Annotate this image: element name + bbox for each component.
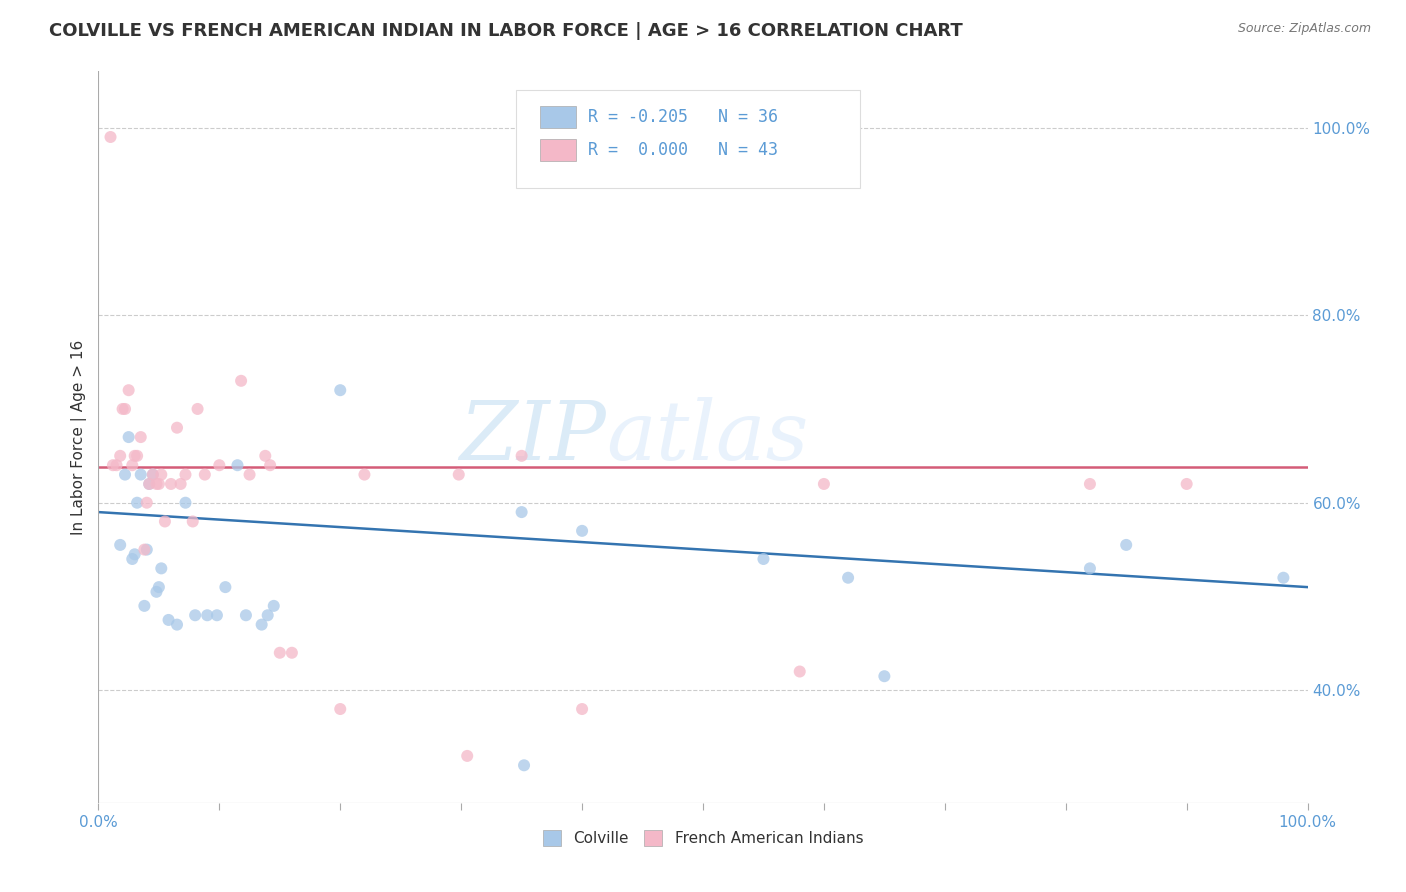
Point	[1115, 538, 1137, 552]
Point	[174, 496, 197, 510]
Text: R = -0.205   N = 36: R = -0.205 N = 36	[588, 108, 778, 126]
FancyBboxPatch shape	[540, 106, 576, 128]
Point	[510, 449, 533, 463]
Text: R =  0.000   N = 43: R = 0.000 N = 43	[588, 141, 778, 160]
Point	[510, 505, 533, 519]
Text: atlas: atlas	[606, 397, 808, 477]
Point	[235, 608, 257, 623]
Point	[100, 130, 122, 145]
Point	[329, 383, 352, 397]
Point	[169, 477, 191, 491]
Point	[184, 608, 207, 623]
Point	[124, 547, 146, 561]
Point	[121, 552, 143, 566]
FancyBboxPatch shape	[540, 139, 576, 161]
Point	[148, 580, 170, 594]
Point	[208, 458, 231, 473]
Point	[134, 599, 156, 613]
Point	[256, 608, 278, 623]
Point	[1272, 571, 1295, 585]
Point	[250, 617, 273, 632]
Point	[263, 599, 285, 613]
Point	[269, 646, 291, 660]
Point	[281, 646, 304, 660]
Point	[150, 467, 173, 482]
Point	[111, 401, 134, 416]
Point	[108, 449, 131, 463]
Text: Source: ZipAtlas.com: Source: ZipAtlas.com	[1237, 22, 1371, 36]
Point	[138, 477, 160, 491]
Point	[148, 477, 170, 491]
Point	[456, 748, 478, 763]
Point	[142, 467, 165, 482]
Point	[752, 552, 775, 566]
Point	[513, 758, 536, 772]
Point	[259, 458, 281, 473]
Point	[1078, 477, 1101, 491]
Point	[789, 665, 811, 679]
Point	[571, 702, 593, 716]
Point	[174, 467, 197, 482]
Point	[127, 449, 149, 463]
Point	[205, 608, 228, 623]
Point	[254, 449, 277, 463]
Point	[194, 467, 217, 482]
Point	[226, 458, 249, 473]
FancyBboxPatch shape	[516, 90, 860, 188]
Point	[229, 374, 252, 388]
Point	[873, 669, 896, 683]
Point	[121, 458, 143, 473]
Legend: Colville, French American Indians: Colville, French American Indians	[536, 822, 870, 854]
Point	[1078, 561, 1101, 575]
Point	[181, 515, 204, 529]
Point	[114, 467, 136, 482]
Point	[118, 383, 141, 397]
Y-axis label: In Labor Force | Age > 16: In Labor Force | Age > 16	[72, 340, 87, 534]
Point	[329, 702, 352, 716]
Point	[101, 458, 124, 473]
Point	[105, 458, 128, 473]
Point	[118, 430, 141, 444]
Point	[153, 515, 176, 529]
Text: COLVILLE VS FRENCH AMERICAN INDIAN IN LABOR FORCE | AGE > 16 CORRELATION CHART: COLVILLE VS FRENCH AMERICAN INDIAN IN LA…	[49, 22, 963, 40]
Point	[195, 608, 218, 623]
Point	[129, 430, 152, 444]
Point	[214, 580, 236, 594]
Point	[134, 542, 156, 557]
Text: ZIP: ZIP	[460, 397, 606, 477]
Point	[124, 449, 146, 463]
Point	[127, 496, 149, 510]
Point	[135, 496, 157, 510]
Point	[145, 477, 167, 491]
Point	[160, 477, 183, 491]
Point	[571, 524, 593, 538]
Point	[447, 467, 470, 482]
Point	[187, 401, 209, 416]
Point	[138, 477, 160, 491]
Point	[129, 467, 152, 482]
Point	[157, 613, 180, 627]
Point	[813, 477, 835, 491]
Point	[108, 538, 131, 552]
Point	[114, 401, 136, 416]
Point	[142, 467, 165, 482]
Point	[1175, 477, 1198, 491]
Point	[150, 561, 173, 575]
Point	[166, 617, 188, 632]
Point	[135, 542, 157, 557]
Point	[239, 467, 262, 482]
Point	[166, 420, 188, 434]
Point	[837, 571, 859, 585]
Point	[353, 467, 375, 482]
Point	[145, 584, 167, 599]
